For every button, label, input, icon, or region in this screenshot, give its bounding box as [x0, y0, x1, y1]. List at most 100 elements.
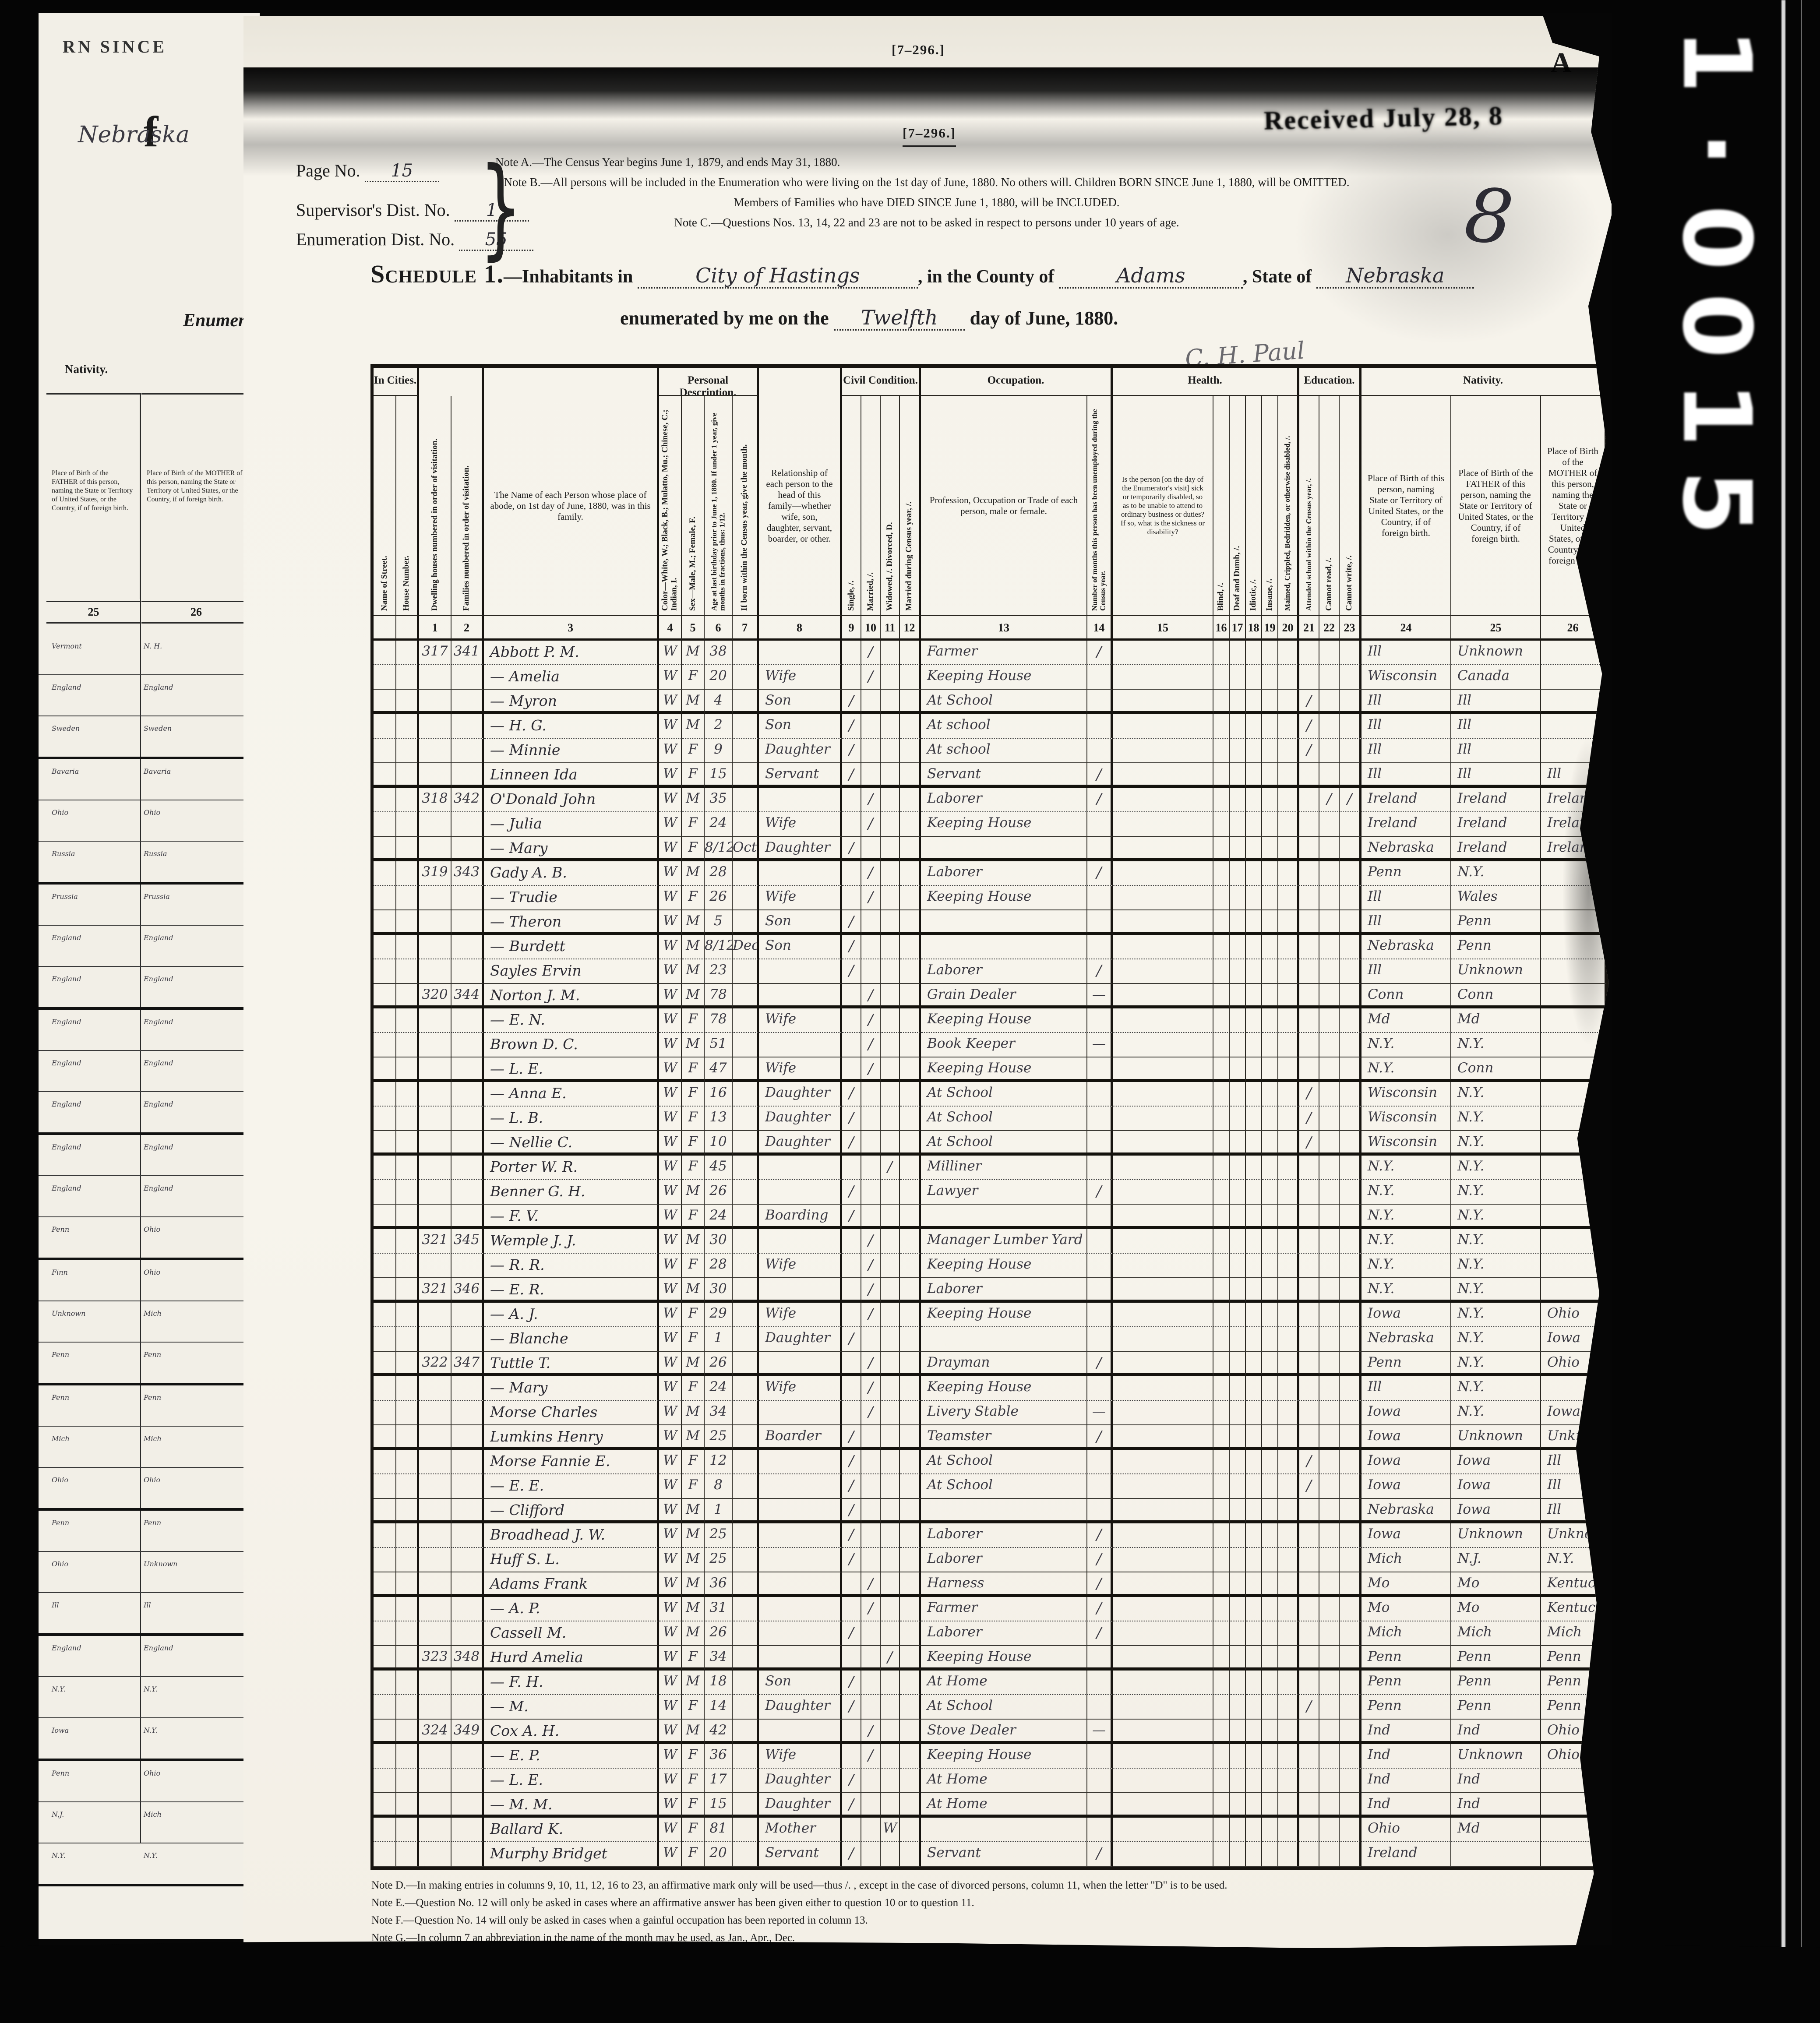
- cell-c24-line23: N.Y.: [1361, 1180, 1451, 1205]
- cell-c17-line14: [1230, 959, 1246, 984]
- cell-c12-line27: [900, 1278, 921, 1303]
- cell-c6-line27: 30: [705, 1278, 733, 1303]
- cell-c8-line10: [759, 861, 842, 886]
- cell-c22-line24: [1319, 1205, 1340, 1229]
- cell-c14-line44: [1087, 1695, 1113, 1720]
- cell-c23-line22: [1340, 1156, 1361, 1180]
- film-shadow-band: [243, 67, 1613, 119]
- cell-c21-line18: [1299, 1057, 1319, 1082]
- cell-c14-line39: /: [1087, 1572, 1113, 1597]
- cell-street-line20: [374, 1107, 396, 1131]
- cell-c17-line34: [1230, 1450, 1246, 1474]
- paper-stain: [1294, 125, 1601, 344]
- cell-c23-line11: [1340, 886, 1361, 910]
- microfilm-roll-number: 1 · 0 0 1 5: [1655, 18, 1778, 546]
- cell-c8-line46: Wife: [759, 1744, 842, 1769]
- cell-c3-line43: — F. H.: [484, 1671, 659, 1695]
- form-number-top: [7–296.]: [892, 42, 945, 57]
- prior-page-fragment: RN SINCE f Nebraska Enumerator Nativity.…: [39, 12, 260, 1939]
- cell-c10-line49: [861, 1818, 881, 1842]
- cell-c14-line4: [1087, 714, 1113, 739]
- cell-c24-line28: Iowa: [1361, 1303, 1451, 1327]
- cell-c26-line38: N.Y.: [1541, 1548, 1607, 1572]
- cell-c2-line44: [451, 1695, 484, 1720]
- cell-c8-line40: [759, 1597, 842, 1621]
- prior-mother-birthplace: N.Y.: [144, 1851, 158, 1860]
- group-header-occupation: Occupation.: [921, 368, 1113, 396]
- cell-c25-line1: Unknown: [1451, 641, 1541, 665]
- cell-c18-line7: [1246, 788, 1262, 812]
- cell-c7-line13: Dec: [733, 935, 759, 959]
- cell-c11-line49: W: [881, 1818, 900, 1842]
- cell-c21-line5: /: [1299, 739, 1319, 763]
- cell-c26-line16: [1541, 1008, 1607, 1033]
- cell-c23-line24: [1340, 1205, 1361, 1229]
- prior-row-16: Finn Ohio: [39, 1260, 260, 1301]
- cell-c6-line20: 13: [705, 1107, 733, 1131]
- cell-c22-line47: [1319, 1769, 1340, 1793]
- cell-c17-line16: [1230, 1008, 1246, 1033]
- instruction-notes: Note A.—The Census Year begins June 1, 1…: [495, 152, 1358, 233]
- form-number: [7–296.]: [903, 125, 956, 147]
- place-value: City of Hastings: [637, 264, 918, 289]
- cell-c2-line10: 343: [451, 861, 484, 886]
- cell-c11-line50: [881, 1842, 900, 1867]
- cell-c7-line39: [733, 1572, 759, 1597]
- cell-c5-line16: F: [682, 1008, 705, 1033]
- cell-c4-line12: W: [659, 910, 682, 935]
- cell-c26-line47: [1541, 1769, 1607, 1793]
- cell-c26-line30: Ohio: [1541, 1352, 1607, 1376]
- cell-c26-line5: [1541, 739, 1607, 763]
- cell-c26-line27: [1541, 1278, 1607, 1303]
- cell-c25-line26: N.Y.: [1451, 1254, 1541, 1278]
- cell-house-line6: [396, 763, 419, 788]
- cell-street-line37: [374, 1523, 396, 1548]
- cell-c18-line4: [1246, 714, 1262, 739]
- cell-c5-line12: M: [682, 910, 705, 935]
- cell-c10-line37: [861, 1523, 881, 1548]
- cell-c24-line31: Ill: [1361, 1376, 1451, 1401]
- cell-c19-line46: [1262, 1744, 1278, 1769]
- cell-c1-line25: 321: [419, 1229, 451, 1254]
- column-header-c20: Maimed, Crippled, Bedridden, or otherwis…: [1278, 396, 1299, 615]
- cell-c4-line26: W: [659, 1254, 682, 1278]
- cell-c15-line8: [1113, 812, 1213, 837]
- cell-c17-line23: [1230, 1180, 1246, 1205]
- cell-c3-line9: — Mary: [484, 837, 659, 861]
- cell-c15-line48: [1113, 1793, 1213, 1818]
- cell-c3-line46: — E. P.: [484, 1744, 659, 1769]
- cell-c25-line41: Mich: [1451, 1621, 1541, 1646]
- prior-father-birthplace: Vermont: [52, 642, 82, 650]
- prior-column-divider: [140, 393, 141, 1843]
- cell-house-line31: [396, 1376, 419, 1401]
- cell-c3-line28: — A. J.: [484, 1303, 659, 1327]
- cell-c8-line36: [759, 1499, 842, 1523]
- cell-house-line32: [396, 1401, 419, 1425]
- cell-c4-line4: W: [659, 714, 682, 739]
- cell-c16-line46: [1213, 1744, 1230, 1769]
- cell-c14-line23: /: [1087, 1180, 1113, 1205]
- cell-c1-line27: 321: [419, 1278, 451, 1303]
- cell-street-line10: [374, 861, 396, 886]
- cell-c4-line46: W: [659, 1744, 682, 1769]
- cell-c6-line7: 35: [705, 788, 733, 812]
- cell-c25-line5: Ill: [1451, 739, 1541, 763]
- cell-c8-line24: Boarding: [759, 1205, 842, 1229]
- cell-c15-line46: [1113, 1744, 1213, 1769]
- cell-c25-line24: N.Y.: [1451, 1205, 1541, 1229]
- cell-c14-line41: /: [1087, 1621, 1113, 1646]
- cell-c15-line18: [1113, 1057, 1213, 1082]
- cell-c16-line26: [1213, 1254, 1230, 1278]
- cell-c17-line44: [1230, 1695, 1246, 1720]
- cell-c22-line36: [1319, 1499, 1340, 1523]
- cell-c11-line20: [881, 1107, 900, 1131]
- cell-c23-line2: [1340, 665, 1361, 690]
- cell-c15-line32: [1113, 1401, 1213, 1425]
- cell-c7-line21: [733, 1131, 759, 1156]
- cell-c18-line19: [1246, 1082, 1262, 1107]
- cell-c20-line32: [1278, 1401, 1299, 1425]
- cell-c15-line29: [1113, 1327, 1213, 1352]
- cell-c15-line49: [1113, 1818, 1213, 1842]
- cell-c7-line49: [733, 1818, 759, 1842]
